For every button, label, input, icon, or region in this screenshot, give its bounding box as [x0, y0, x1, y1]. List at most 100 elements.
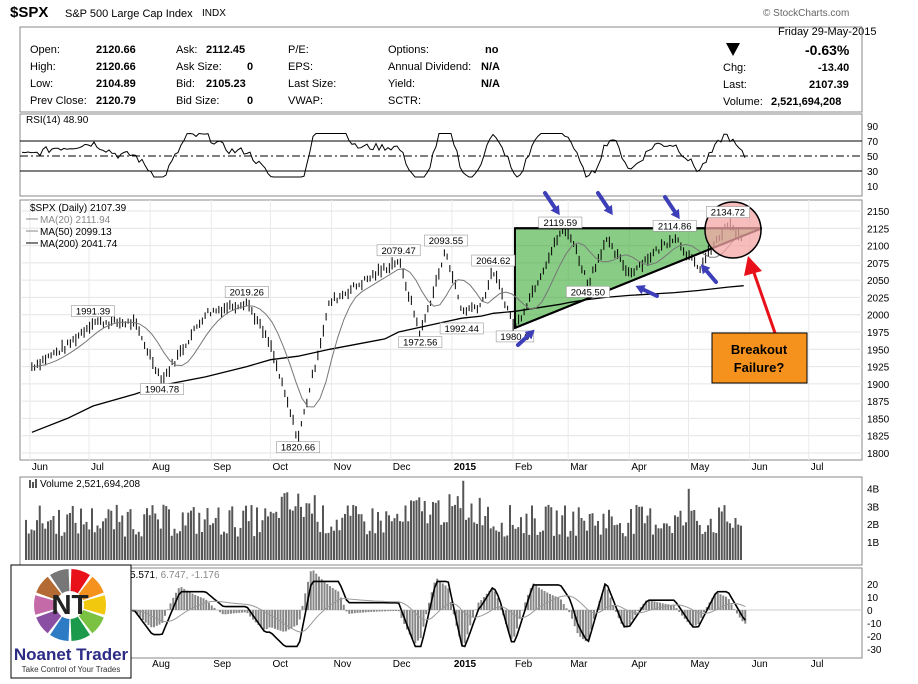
- point-label-box: [439, 322, 484, 335]
- price-tick-label: 1975: [867, 328, 890, 339]
- point-label: 2019.26: [230, 287, 264, 298]
- volume-bar: [470, 503, 473, 560]
- volume-bar: [187, 512, 190, 560]
- volume-bar: [140, 536, 143, 560]
- macd-hist-bar: [172, 597, 175, 610]
- annual-dividend-value: N/A: [481, 61, 500, 73]
- volume-bar: [192, 507, 195, 560]
- volume-bar: [657, 528, 660, 560]
- volume-bar: [253, 536, 256, 560]
- x-axis-label-bottom: Mar: [570, 659, 588, 670]
- volume-bar: [212, 523, 214, 560]
- macd-hist-bar: [164, 610, 166, 616]
- volume-bar: [234, 527, 236, 560]
- macd-hist-bar: [565, 608, 568, 610]
- volume-bar: [357, 514, 360, 560]
- volume-bar: [52, 515, 55, 560]
- price-tick-label: 2000: [867, 311, 890, 322]
- macd-hist-bar: [274, 610, 276, 629]
- volume-bar: [25, 519, 27, 560]
- volume-bar: [363, 521, 366, 560]
- volume-bar: [137, 531, 140, 560]
- volume-bar: [267, 516, 269, 560]
- volume-bar: [80, 508, 82, 560]
- macd-hist-bar: [342, 604, 345, 610]
- volume-bar: [665, 523, 668, 560]
- macd-hist-bar: [144, 610, 147, 623]
- macd-tick-label: 20: [867, 580, 879, 591]
- volume-bar: [498, 531, 500, 560]
- macd-hist-bar: [340, 597, 342, 610]
- ask-value: 2112.45: [206, 44, 246, 56]
- volume-bar: [247, 521, 250, 560]
- volume-bar: [118, 521, 121, 560]
- volume-bar: [181, 512, 184, 560]
- volume-bar: [489, 528, 492, 560]
- last-size-label: Last Size:: [288, 78, 337, 90]
- rsi-line: [21, 132, 746, 178]
- macd-hist-bar: [463, 610, 466, 644]
- macd-hist-bar: [606, 589, 609, 610]
- macd-hist-bar: [392, 610, 395, 612]
- volume-bar: [278, 518, 280, 560]
- volume-bar: [506, 535, 509, 560]
- macd-hist-bar: [169, 603, 172, 610]
- down-arrow-icon: [726, 43, 740, 56]
- yield-value: N/A: [481, 78, 500, 90]
- macd-hist-bar: [362, 610, 364, 613]
- volume-bar: [734, 518, 737, 560]
- volume-bar: [456, 496, 459, 560]
- macd-hist-bar: [166, 609, 169, 610]
- volume-bar: [49, 520, 52, 560]
- volume-bar: [509, 505, 511, 560]
- macd-hist-bar: [348, 610, 351, 614]
- volume-bar: [525, 513, 528, 560]
- breakout-text-line2: Failure?: [734, 360, 785, 375]
- volume-bar: [698, 525, 701, 560]
- red-arrow-shaft: [751, 269, 777, 334]
- x-axis-label: Mar: [570, 462, 588, 473]
- volume-bar: [305, 503, 308, 560]
- volume-bar: [324, 533, 327, 560]
- volume-bar: [426, 523, 429, 560]
- point-label: 1820.66: [281, 443, 315, 454]
- volume-bar: [564, 505, 566, 560]
- volume-bar: [377, 511, 379, 560]
- logo-wheel-segment: [70, 569, 90, 594]
- last-label: Last:: [723, 79, 747, 91]
- macd-hist-bar: [373, 610, 375, 612]
- macd-hist-bar: [356, 610, 359, 613]
- logo-wheel-segment: [70, 616, 90, 641]
- volume-bar: [38, 505, 41, 560]
- volume-bar: [371, 508, 374, 560]
- volume-bar: [338, 530, 341, 560]
- volume-bar: [421, 511, 423, 560]
- macd-signal-line: [131, 595, 746, 633]
- volume-bar: [712, 532, 715, 560]
- macd-hist-bar: [538, 587, 540, 610]
- macd-hist-bar: [543, 591, 546, 610]
- point-label: 2134.72: [711, 208, 745, 219]
- macd-hist-bar: [329, 586, 331, 610]
- macd-hist-bar: [458, 610, 461, 637]
- prev-close-value: 2120.79: [96, 95, 136, 107]
- logo-wheel-segment: [78, 609, 104, 634]
- macd-tick-label: -20: [867, 632, 882, 643]
- volume-bar: [459, 508, 462, 560]
- logo-wheel-segment: [50, 569, 70, 594]
- last-value: 2107.39: [809, 79, 849, 91]
- volume-bars: [25, 480, 742, 560]
- macd-hist-bar: [406, 610, 408, 630]
- volume-bar: [286, 492, 289, 560]
- x-axis-label: Nov: [334, 462, 352, 473]
- macd-hist-bar: [359, 610, 362, 613]
- volume-bar: [203, 519, 206, 560]
- volume-label: Volume:: [723, 96, 763, 108]
- price-bars: [31, 218, 742, 444]
- macd-hist-bar: [461, 610, 463, 646]
- x-axis-label-bottom: Feb: [515, 659, 533, 670]
- legend-entry: MA(200) 2041.74: [40, 239, 118, 250]
- volume-bar: [330, 526, 333, 560]
